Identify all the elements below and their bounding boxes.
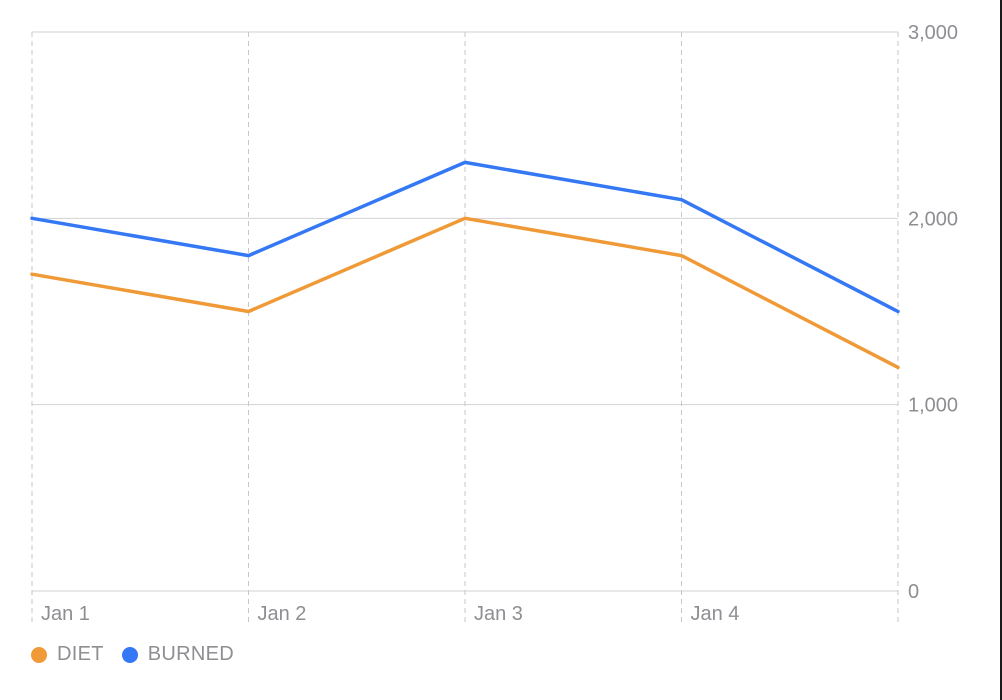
y-tick-label-3: 3,000 <box>908 22 958 44</box>
y-tick-label-2: 2,000 <box>908 208 958 230</box>
y-tick-label-1: 1,000 <box>908 395 958 417</box>
x-tick-label-3: Jan 4 <box>691 603 740 625</box>
legend-label-diet: DIET <box>57 643 104 665</box>
window-edge <box>1000 0 1002 700</box>
series-lines <box>30 160 900 370</box>
x-tick-label-0: Jan 1 <box>41 603 90 625</box>
series-line-burned <box>30 160 900 314</box>
x-tick-label-1: Jan 2 <box>258 603 307 625</box>
legend-swatch-diet <box>31 646 47 663</box>
legend-swatch-burned <box>121 646 138 663</box>
legend-item-diet: DIET <box>31 643 104 666</box>
y-tick-label-0: 0 <box>908 581 919 603</box>
legend-item-burned: BURNED <box>121 643 235 666</box>
series-line-diet <box>30 216 900 370</box>
legend-label-burned: BURNED <box>147 643 235 665</box>
legend: DIET BURNED <box>31 643 252 666</box>
x-tick-label-2: Jan 3 <box>474 603 523 625</box>
grid-lines <box>31 31 899 626</box>
x-axis-tick-labels: Jan 1 Jan 2 Jan 3 Jan 4 <box>41 603 739 625</box>
y-axis-tick-labels: 0 1,000 2,000 3,000 <box>908 22 958 603</box>
